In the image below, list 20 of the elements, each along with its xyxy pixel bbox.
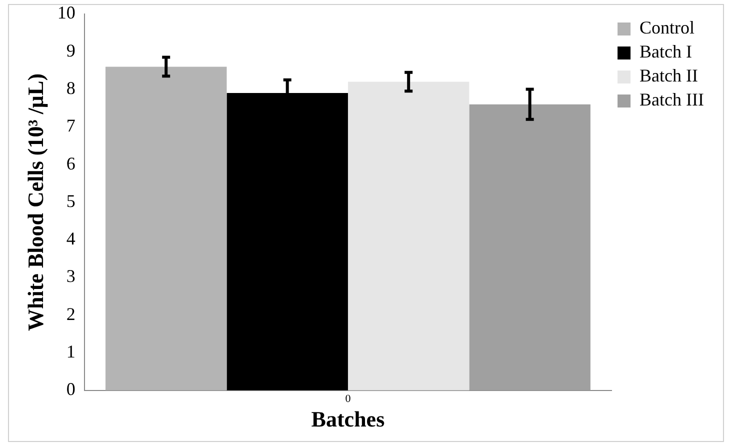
y-tick-label: 6 (66, 153, 76, 174)
legend-label: Batch I (640, 42, 692, 62)
y-tick-label: 4 (66, 228, 76, 249)
y-tick-label: 5 (66, 190, 76, 211)
y-tick-label: 9 (66, 40, 76, 60)
bar (469, 104, 590, 390)
x-axis-title: Batches (311, 406, 386, 432)
legend-label: Control (640, 18, 695, 38)
y-tick-label: 10 (57, 2, 76, 23)
legend-label: Batch III (640, 90, 704, 110)
legend-label: Batch II (640, 66, 698, 86)
bar (105, 66, 227, 390)
y-tick-label: 0 (66, 379, 76, 400)
y-tick-label: 1 (66, 341, 76, 362)
y-tick-label: 8 (66, 78, 76, 98)
y-axis-title: White Blood Cells (10³ /µL) (22, 73, 48, 332)
y-tick-label: 7 (66, 116, 76, 136)
bar (348, 82, 470, 390)
y-tick-label: 2 (66, 304, 76, 324)
y-tick-label: 3 (66, 266, 76, 286)
